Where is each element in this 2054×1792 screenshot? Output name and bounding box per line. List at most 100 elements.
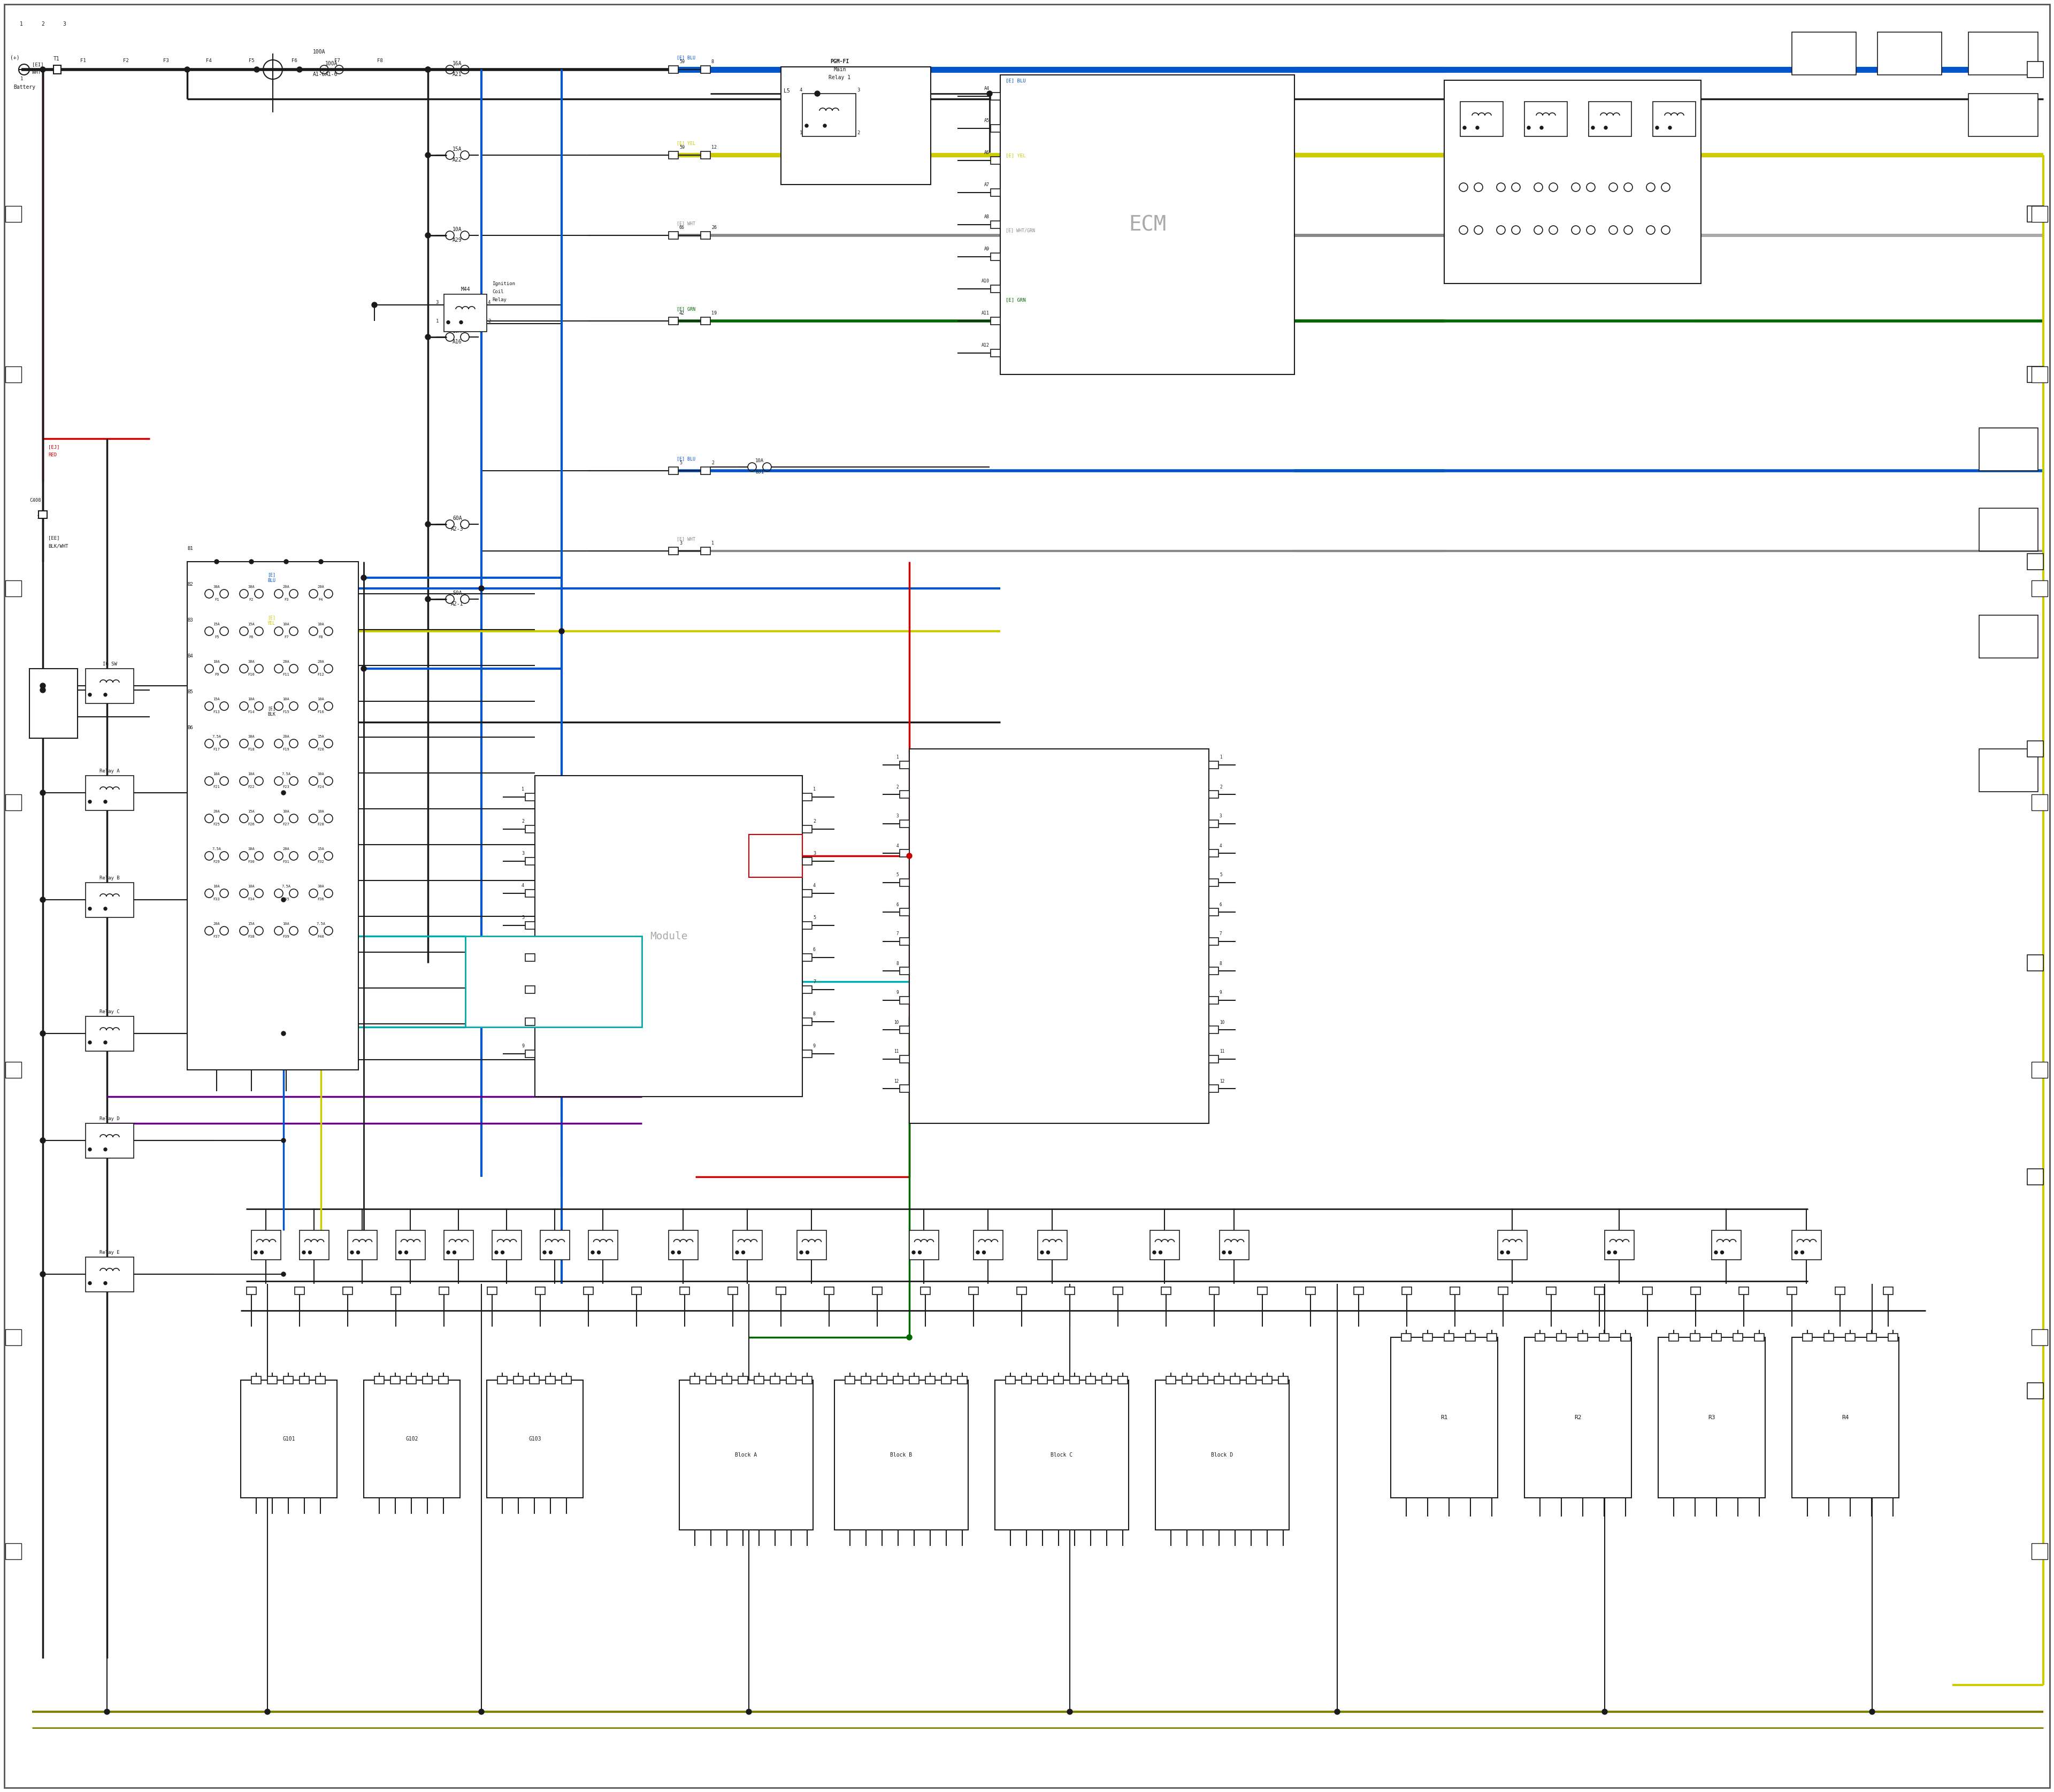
Text: F2: F2 [249, 599, 255, 602]
Text: F5: F5 [214, 636, 220, 638]
Bar [2031, 366, 2048, 382]
Circle shape [1656, 125, 1660, 129]
Text: F4: F4 [205, 59, 212, 63]
Bar [526, 858, 534, 866]
Bar [990, 285, 1000, 292]
Text: 7.5A: 7.5A [316, 923, 325, 925]
Text: F11: F11 [283, 674, 290, 676]
Bar [444, 294, 487, 332]
Bar [294, 1287, 304, 1294]
Bar [1884, 1287, 1894, 1294]
Text: S4: S4 [2005, 767, 2011, 772]
Circle shape [741, 1251, 746, 1254]
Bar [893, 1376, 904, 1383]
Bar [493, 1231, 522, 1260]
Text: G103: G103 [528, 1435, 540, 1441]
Text: S2: S2 [2005, 527, 2011, 532]
Bar [707, 1376, 715, 1383]
Circle shape [976, 1251, 980, 1254]
Bar [1000, 75, 1294, 375]
Text: B31: B31 [756, 470, 764, 475]
Text: 1: 1 [522, 787, 524, 792]
Text: 100A: 100A [312, 48, 325, 54]
Text: F6: F6 [292, 59, 298, 63]
Circle shape [1475, 125, 1479, 129]
Bar [1734, 1333, 1742, 1340]
Bar [1594, 1287, 1604, 1294]
Text: [E] BLU: [E] BLU [676, 56, 696, 59]
Text: 7: 7 [1220, 932, 1222, 937]
Circle shape [88, 907, 92, 910]
Text: 7.5A: 7.5A [212, 848, 222, 851]
Text: 10A: 10A [283, 810, 290, 814]
Bar [1167, 1376, 1175, 1383]
Circle shape [41, 1030, 45, 1036]
Bar [803, 921, 811, 930]
Text: [EE]: [EE] [47, 536, 60, 539]
Bar [2027, 366, 2044, 382]
Circle shape [1715, 1251, 1717, 1254]
Text: 15A: 15A [214, 697, 220, 701]
Bar [1210, 1287, 1218, 1294]
Bar [990, 349, 1000, 357]
Text: 11: 11 [1220, 1050, 1224, 1054]
Bar [1391, 1337, 1497, 1498]
Circle shape [1540, 125, 1543, 129]
Bar [900, 762, 910, 769]
Circle shape [799, 1251, 803, 1254]
Text: F33: F33 [214, 898, 220, 901]
Bar [700, 231, 711, 238]
Circle shape [446, 321, 450, 324]
Circle shape [1668, 125, 1672, 129]
Bar [300, 1231, 329, 1260]
Circle shape [446, 1251, 450, 1254]
Text: A16: A16 [452, 339, 462, 344]
Circle shape [918, 1251, 922, 1254]
Text: F9: F9 [214, 674, 220, 676]
Text: 15A: 15A [249, 810, 255, 814]
Bar [1087, 1376, 1095, 1383]
Bar [803, 1050, 811, 1057]
Bar [546, 1376, 555, 1383]
Text: [EJ]: [EJ] [47, 444, 60, 450]
Bar [1444, 1333, 1454, 1340]
Text: 5: 5 [896, 873, 900, 878]
Text: F7: F7 [283, 636, 288, 638]
Text: R3: R3 [1709, 1416, 1715, 1421]
Text: [E]
BLK: [E] BLK [267, 706, 275, 717]
Bar [861, 1376, 871, 1383]
Bar [2031, 1063, 2048, 1077]
Bar [1210, 762, 1218, 769]
Circle shape [735, 1251, 739, 1254]
Text: (+): (+) [10, 54, 21, 59]
Bar [900, 909, 910, 916]
Bar [1968, 32, 2038, 75]
Text: F30: F30 [249, 860, 255, 864]
Bar [536, 1287, 544, 1294]
Bar [900, 968, 910, 975]
Text: 20A: 20A [318, 586, 325, 588]
Text: 6: 6 [1220, 901, 1222, 907]
Bar [1497, 1287, 1508, 1294]
Circle shape [88, 1281, 92, 1285]
Bar [1980, 749, 2038, 792]
Bar [86, 668, 134, 704]
Circle shape [425, 66, 431, 72]
Text: 12: 12 [1220, 1079, 1224, 1084]
Circle shape [1526, 125, 1530, 129]
Text: 10A: 10A [452, 228, 462, 233]
Text: Block D: Block D [1212, 1452, 1232, 1457]
Text: 66: 66 [680, 226, 684, 231]
Bar [1460, 102, 1504, 136]
Bar [423, 1376, 431, 1383]
Text: Module: Module [649, 932, 688, 941]
Bar [754, 1376, 764, 1383]
Bar [680, 1287, 690, 1294]
Bar [737, 1376, 748, 1383]
Bar [1444, 81, 1701, 283]
Bar [1754, 1333, 1764, 1340]
Circle shape [672, 1251, 674, 1254]
Circle shape [105, 799, 107, 803]
Text: F18: F18 [249, 747, 255, 751]
Bar [803, 858, 811, 866]
